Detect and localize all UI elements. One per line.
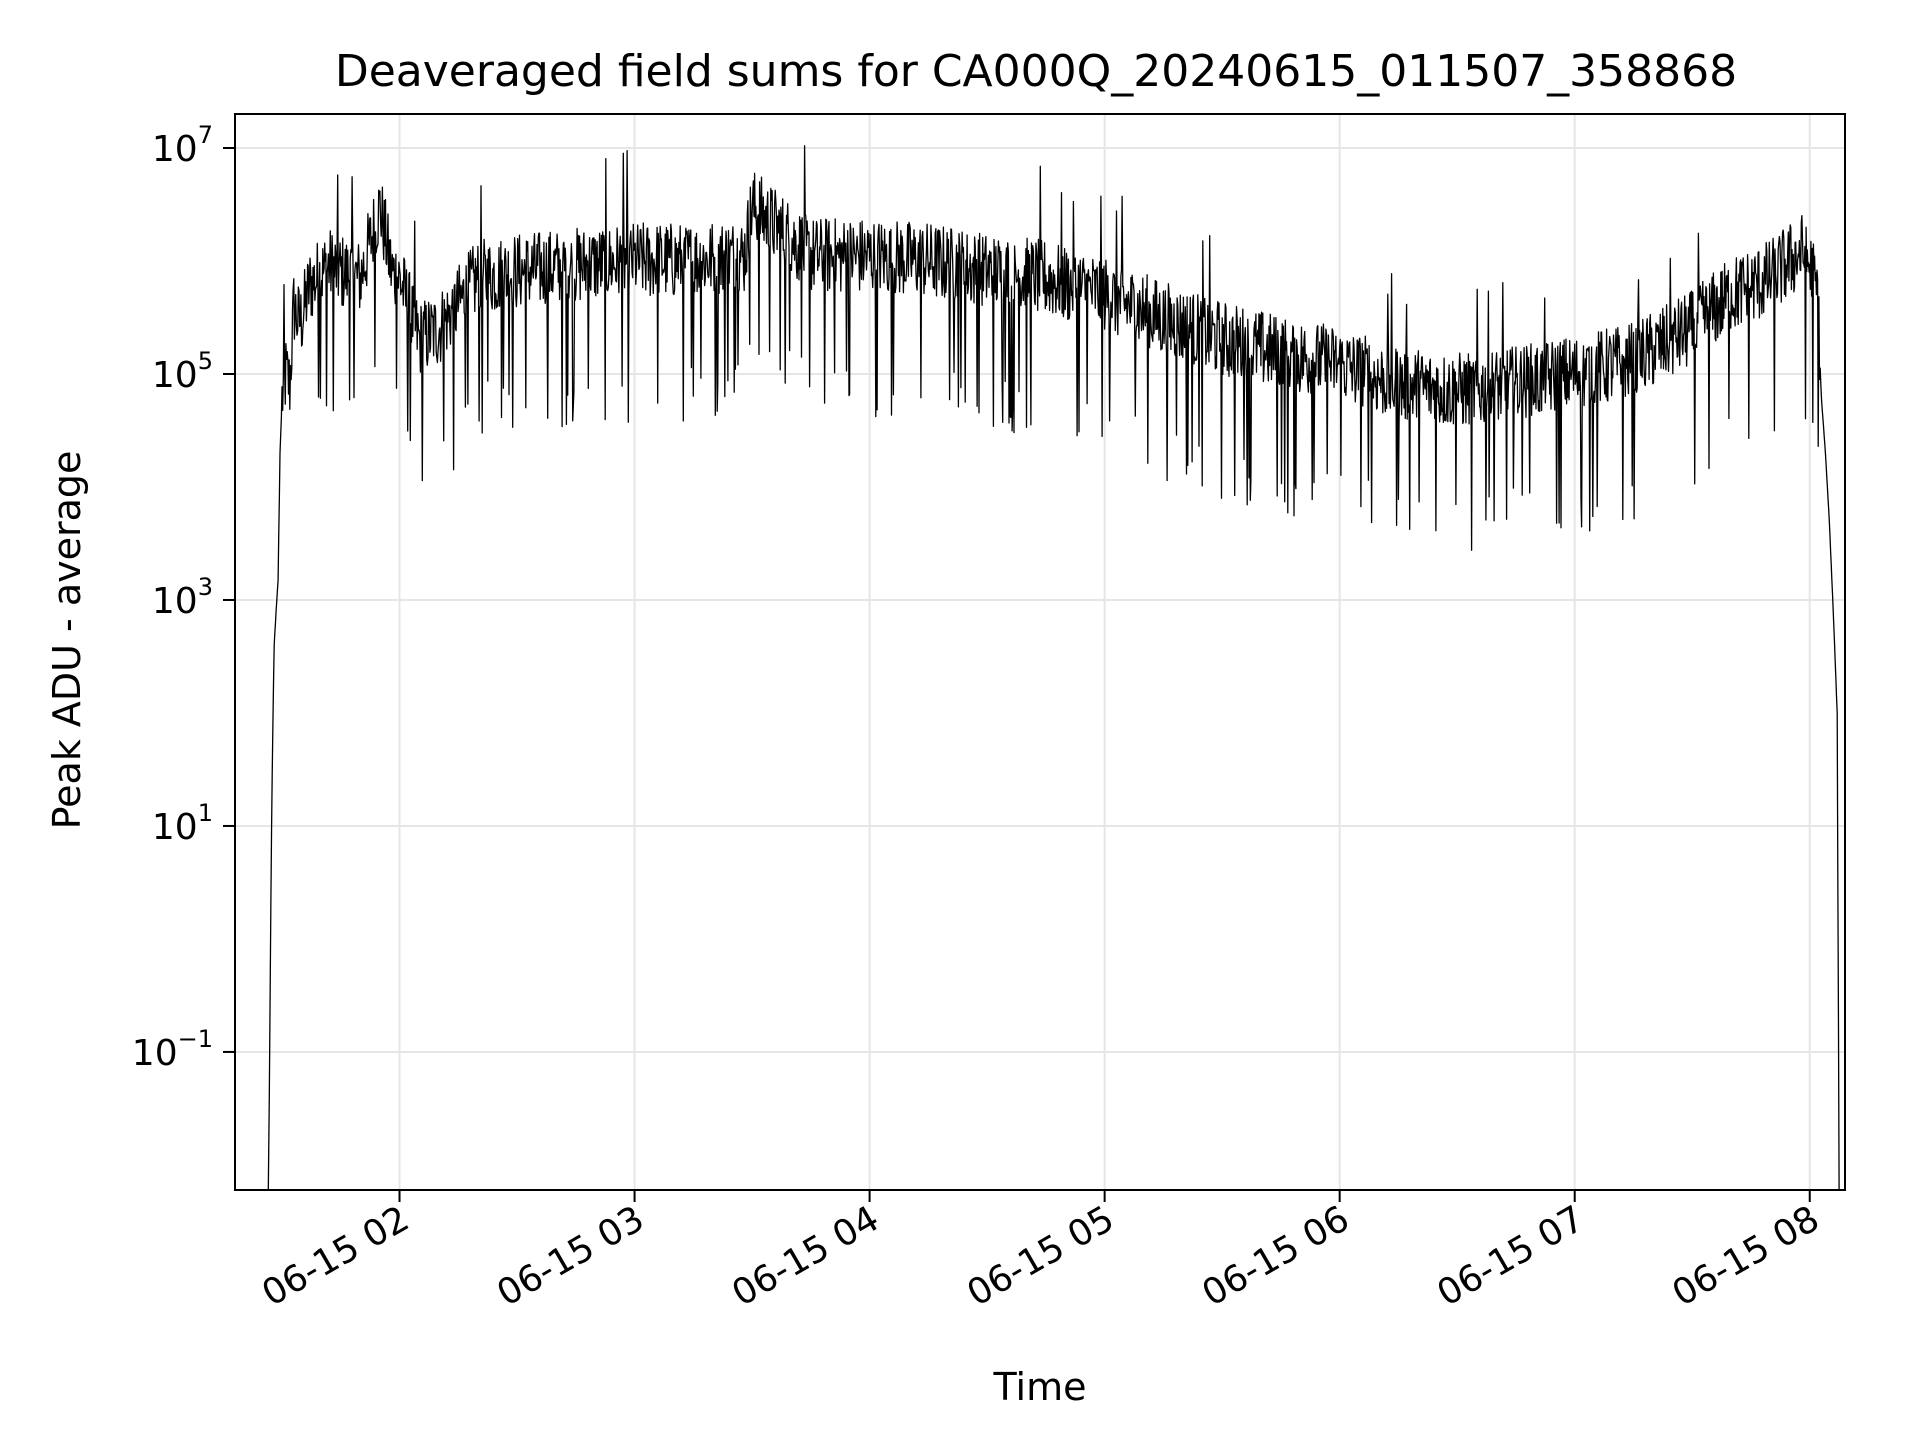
x-tick-label: 06-15 07	[1431, 1198, 1592, 1314]
x-axis-label: Time	[993, 1365, 1087, 1409]
y-tick-base: 10	[152, 581, 198, 622]
x-tick-label: 06-15 03	[490, 1198, 651, 1314]
data-line-layer	[267, 145, 1840, 1191]
y-tick-base: 10	[152, 129, 198, 170]
x-tick-label: 06-15 04	[725, 1198, 886, 1314]
y-tick-label: 101	[152, 799, 213, 848]
series-line	[267, 145, 1840, 1191]
y-tick-base: 10	[152, 807, 198, 848]
y-tick-label: 105	[152, 347, 213, 396]
y-tick-exponent: −1	[178, 1025, 213, 1053]
plot-frame	[234, 113, 1846, 1191]
y-tick-exponent: 7	[198, 121, 213, 149]
y-tick-label: 10−1	[132, 1025, 213, 1074]
x-tick-label: 06-15 08	[1666, 1198, 1827, 1314]
x-tick-label: 06-15 06	[1195, 1198, 1356, 1314]
y-tick-base: 10	[152, 355, 198, 396]
y-tick-exponent: 1	[198, 799, 213, 827]
y-tick-label: 107	[152, 121, 213, 170]
y-tick-label: 103	[152, 573, 213, 622]
chart-title: Deaveraged field sums for CA000Q_2024061…	[335, 46, 1737, 97]
x-tick-label: 06-15 05	[960, 1198, 1121, 1314]
y-tick-base: 10	[132, 1033, 178, 1074]
y-tick-exponent: 5	[198, 347, 213, 375]
y-tick-exponent: 3	[198, 573, 213, 601]
x-tick-label: 06-15 02	[255, 1198, 416, 1314]
y-axis-label: Peak ADU - average	[45, 451, 89, 830]
